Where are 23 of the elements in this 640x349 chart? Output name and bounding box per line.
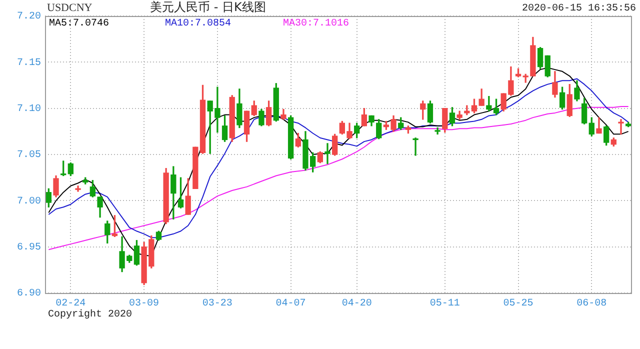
y-tick-label: 7.15: [16, 58, 41, 69]
chart-title: 美元人民币 - 日K线图: [150, 0, 266, 14]
x-tick-label: 04-20: [342, 298, 372, 310]
y-tick-label: 7.10: [16, 104, 41, 115]
text: Copyright 2020: [48, 308, 132, 321]
x-tick-label: 05-11: [430, 298, 460, 310]
text: MA5:7.0746: [49, 18, 110, 30]
y-tick-label: 7.05: [16, 150, 41, 162]
x-tick-label: 03-09: [129, 298, 160, 310]
candlestick: [192, 146, 198, 189]
y-tick-label: 7.20: [16, 12, 41, 23]
text: MA10:7.0854: [165, 18, 232, 30]
text: 2020-06-15 16:35:56: [522, 4, 636, 15]
y-tick-label: 7.00: [16, 196, 41, 208]
x-tick-label: 03-23: [202, 298, 232, 310]
text: MA30:7.1016: [283, 18, 350, 30]
chart-subtitle: USDCNY: [47, 2, 92, 14]
x-tick-label: 06-08: [576, 298, 607, 310]
y-tick-label: 6.95: [16, 242, 41, 254]
x-tick-label: 05-25: [503, 298, 534, 310]
x-tick-label: 04-07: [276, 298, 306, 310]
y-tick-label: 6.90: [16, 288, 41, 300]
x-tick-label: 02-24: [56, 298, 86, 310]
